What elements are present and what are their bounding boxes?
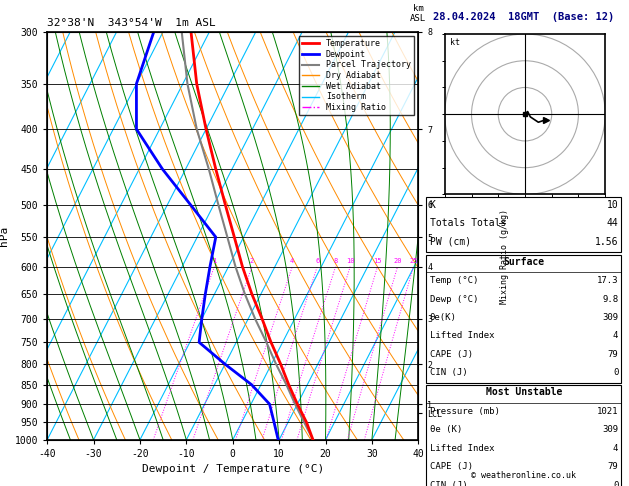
Text: CAPE (J): CAPE (J) xyxy=(430,462,472,471)
Text: 0: 0 xyxy=(613,481,618,486)
Text: 10: 10 xyxy=(346,259,354,264)
Text: 8: 8 xyxy=(333,259,338,264)
Text: Temp (°C): Temp (°C) xyxy=(430,276,478,285)
Text: CIN (J): CIN (J) xyxy=(430,368,467,378)
X-axis label: Dewpoint / Temperature (°C): Dewpoint / Temperature (°C) xyxy=(142,465,324,474)
Text: 4: 4 xyxy=(613,331,618,341)
Text: 309: 309 xyxy=(602,425,618,434)
Text: Totals Totals: Totals Totals xyxy=(430,218,506,228)
Text: Mixing Ratio (g/kg): Mixing Ratio (g/kg) xyxy=(500,208,509,304)
Text: 1021: 1021 xyxy=(597,407,618,416)
Text: © weatheronline.co.uk: © weatheronline.co.uk xyxy=(472,471,576,480)
Text: 79: 79 xyxy=(608,462,618,471)
Text: 79: 79 xyxy=(608,350,618,359)
Text: 1.56: 1.56 xyxy=(595,237,618,247)
Text: km
ASL: km ASL xyxy=(410,4,426,23)
Text: K: K xyxy=(430,200,435,210)
Text: CIN (J): CIN (J) xyxy=(430,481,467,486)
Text: PW (cm): PW (cm) xyxy=(430,237,470,247)
Text: 9.8: 9.8 xyxy=(602,295,618,304)
Text: 28.04.2024  18GMT  (Base: 12): 28.04.2024 18GMT (Base: 12) xyxy=(433,12,615,22)
Text: 6: 6 xyxy=(315,259,320,264)
Text: θe(K): θe(K) xyxy=(430,313,457,322)
Text: 2: 2 xyxy=(250,259,254,264)
Text: Most Unstable: Most Unstable xyxy=(486,387,562,398)
Text: Lifted Index: Lifted Index xyxy=(430,444,494,453)
Text: 32°38'N  343°54'W  1m ASL: 32°38'N 343°54'W 1m ASL xyxy=(47,18,216,28)
Text: 4: 4 xyxy=(290,259,294,264)
Text: 25: 25 xyxy=(409,259,418,264)
Text: kt: kt xyxy=(450,38,460,47)
Text: Pressure (mb): Pressure (mb) xyxy=(430,407,499,416)
Text: 17.3: 17.3 xyxy=(597,276,618,285)
Text: 309: 309 xyxy=(602,313,618,322)
Text: 10: 10 xyxy=(606,200,618,210)
Text: θe (K): θe (K) xyxy=(430,425,462,434)
Text: Lifted Index: Lifted Index xyxy=(430,331,494,341)
Text: 1: 1 xyxy=(212,259,216,264)
Text: 44: 44 xyxy=(606,218,618,228)
Text: CAPE (J): CAPE (J) xyxy=(430,350,472,359)
Text: Surface: Surface xyxy=(503,257,545,267)
Legend: Temperature, Dewpoint, Parcel Trajectory, Dry Adiabat, Wet Adiabat, Isotherm, Mi: Temperature, Dewpoint, Parcel Trajectory… xyxy=(299,36,414,115)
Text: 4: 4 xyxy=(613,444,618,453)
Text: 20: 20 xyxy=(393,259,402,264)
Y-axis label: hPa: hPa xyxy=(0,226,9,246)
Text: 0: 0 xyxy=(613,368,618,378)
Text: 15: 15 xyxy=(373,259,382,264)
Text: Dewp (°C): Dewp (°C) xyxy=(430,295,478,304)
